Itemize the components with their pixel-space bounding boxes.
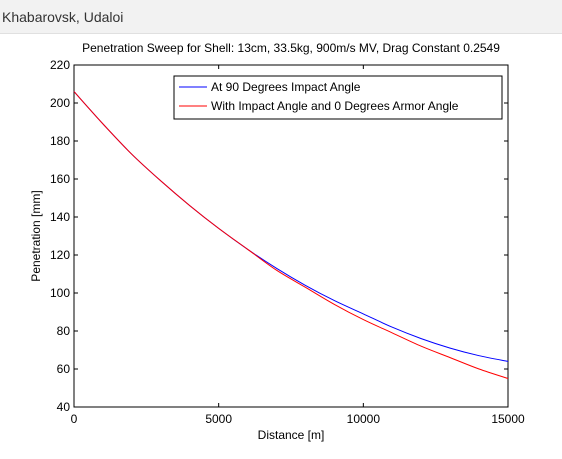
x-tick-label: 10000 xyxy=(347,412,381,426)
x-tick-label: 0 xyxy=(71,412,78,426)
y-axis-label: Penetration [mm] xyxy=(29,190,43,281)
legend-box xyxy=(173,75,503,120)
chart-title: Penetration Sweep for Shell: 13cm, 33.5k… xyxy=(82,41,500,55)
legend-label-2: With Impact Angle and 0 Degrees Armor An… xyxy=(211,99,459,113)
window-header: Khabarovsk, Udaloi xyxy=(0,0,562,34)
legend-label-1: At 90 Degrees Impact Angle xyxy=(211,80,361,94)
plot-area xyxy=(73,64,509,408)
y-tick-label: 200 xyxy=(50,96,70,110)
y-tick-label: 80 xyxy=(57,324,71,338)
x-tick-label: 5000 xyxy=(205,412,232,426)
penetration-chart: Penetration Sweep for Shell: 13cm, 33.5k… xyxy=(29,41,525,442)
y-tick-label: 60 xyxy=(57,362,71,376)
y-tick-label: 220 xyxy=(50,58,70,72)
y-tick-label: 40 xyxy=(57,400,71,414)
x-axis-label: Distance [m] xyxy=(258,428,325,442)
figure-area: Penetration Sweep for Shell: 13cm, 33.5k… xyxy=(0,34,562,454)
y-tick-label: 160 xyxy=(50,172,70,186)
y-tick-label: 180 xyxy=(50,134,70,148)
series-line-2 xyxy=(73,91,509,379)
y-tick-label: 120 xyxy=(50,248,70,262)
y-tick-label: 140 xyxy=(50,210,70,224)
y-tick-label: 100 xyxy=(50,286,70,300)
window-title: Khabarovsk, Udaloi xyxy=(2,9,124,25)
x-tick-label: 15000 xyxy=(491,412,525,426)
